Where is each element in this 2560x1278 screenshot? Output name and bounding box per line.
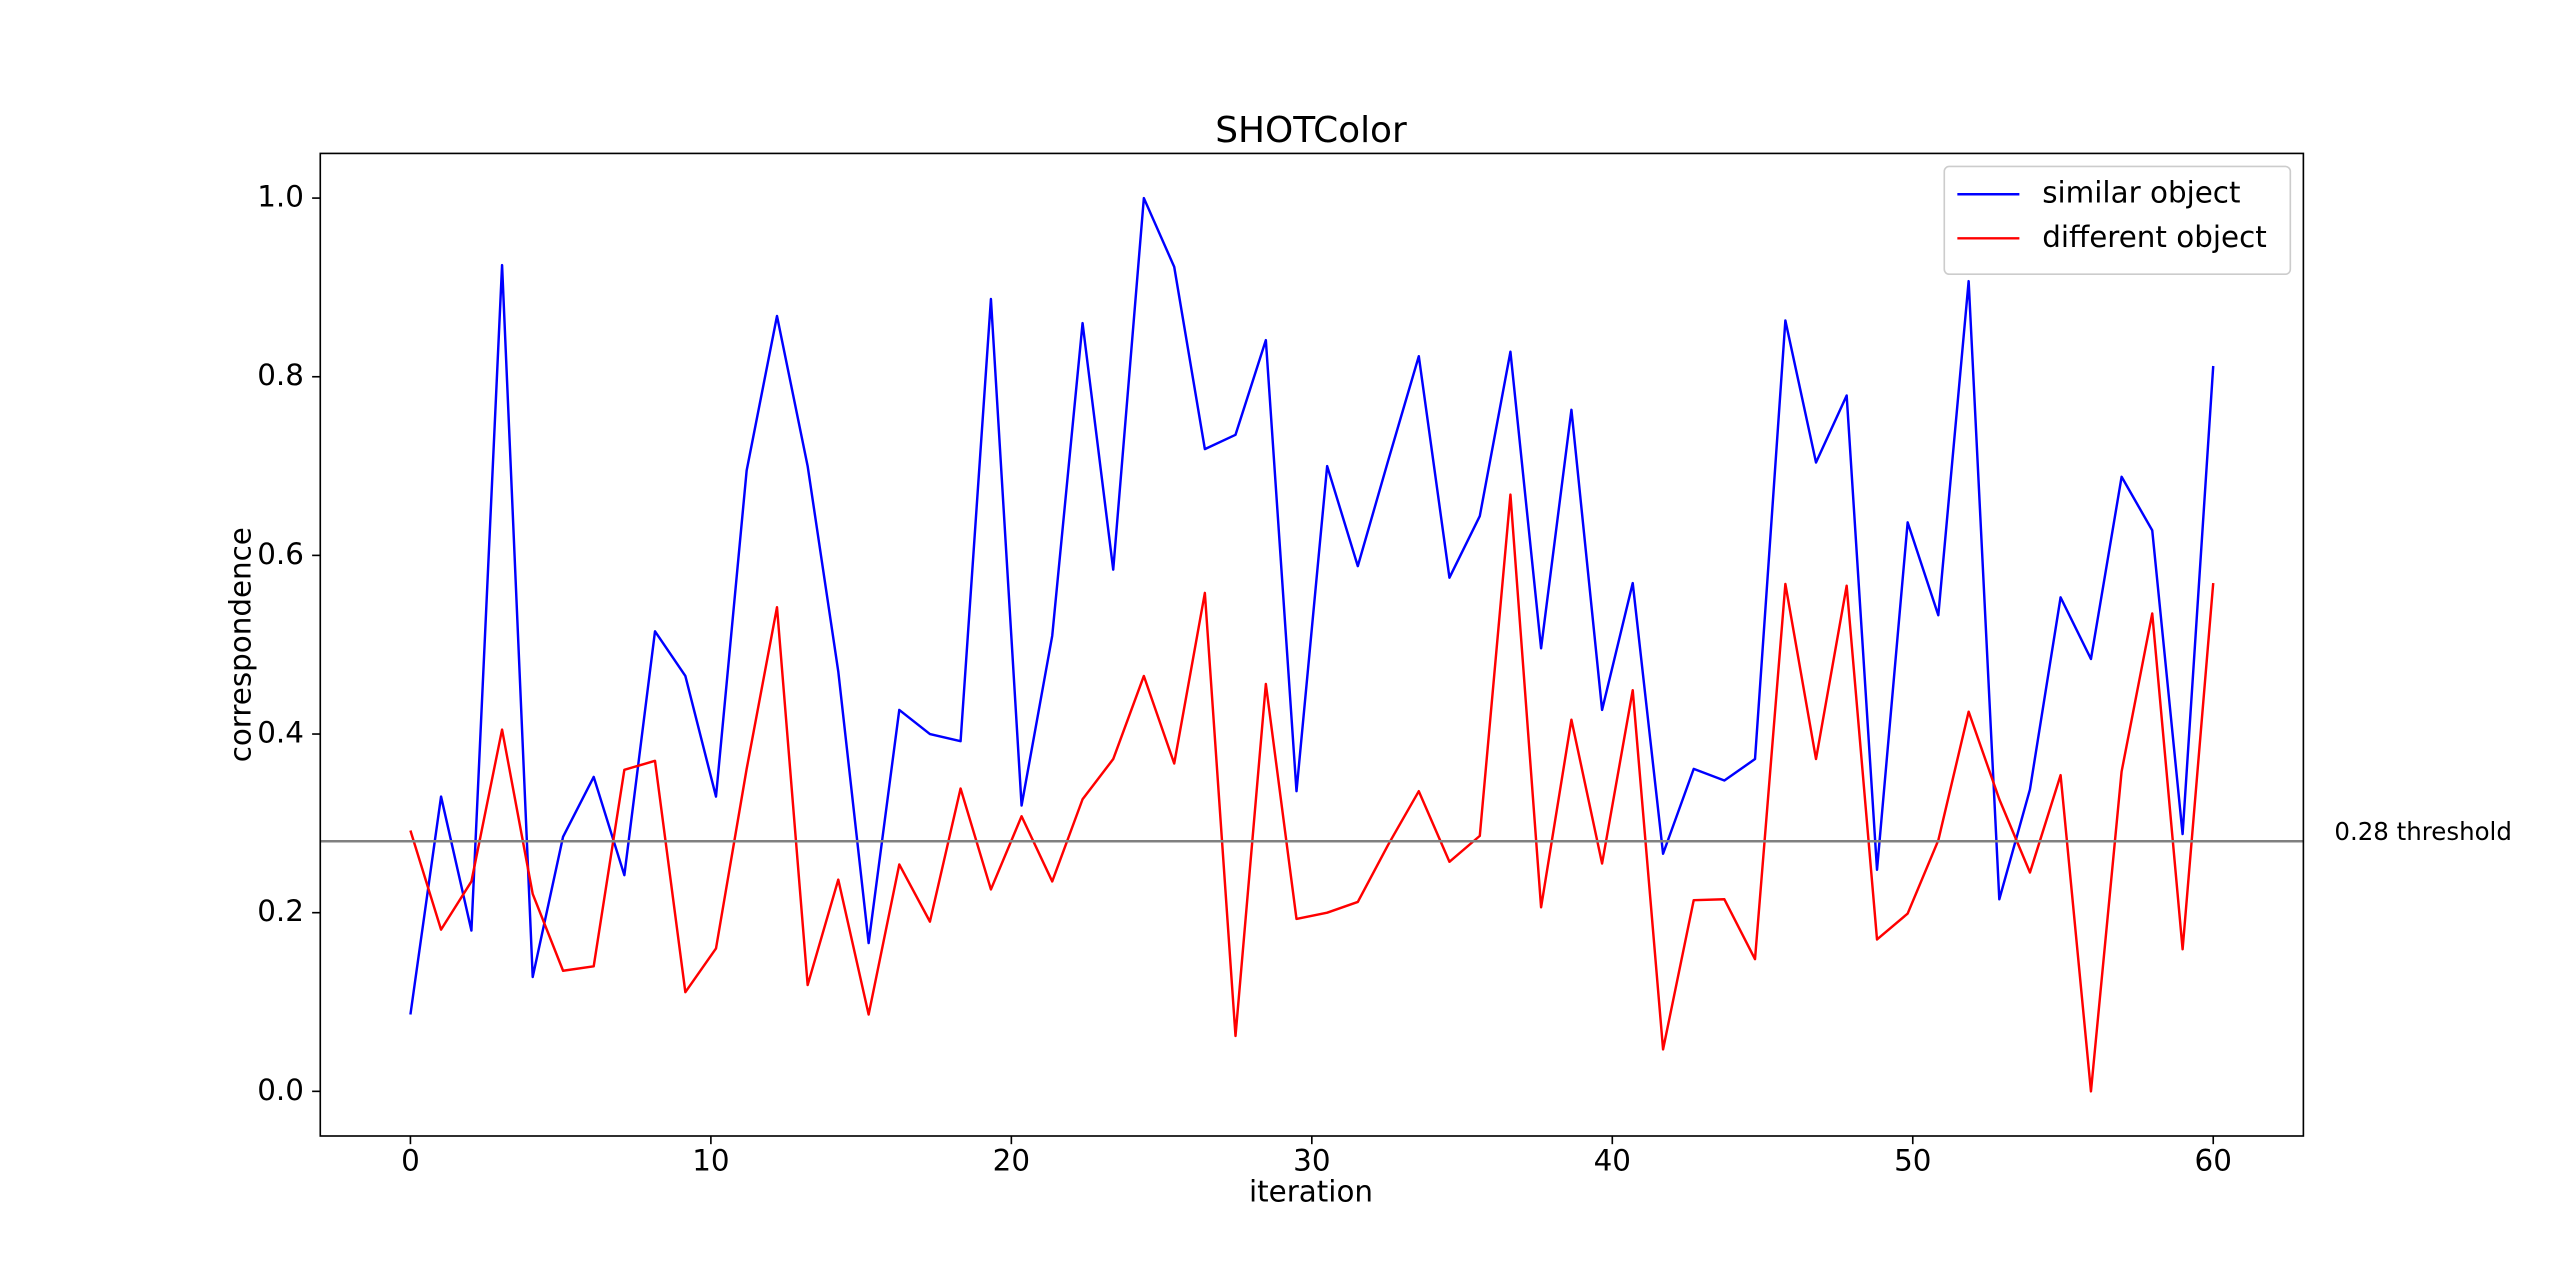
x-tick-label: 0 — [401, 1144, 420, 1178]
data-line — [409, 493, 2215, 1093]
y-tick-label: 0.8 — [257, 358, 304, 392]
legend-label: different object — [2042, 220, 2267, 254]
y-tick-label: 0.2 — [257, 894, 304, 928]
x-tick-label: 20 — [993, 1144, 1030, 1178]
legend-box — [1943, 165, 2292, 276]
plot-frame — [319, 152, 2305, 1137]
legend-label: similar object — [2042, 176, 2240, 210]
threshold-label: 0.28 threshold — [2334, 817, 2512, 846]
y-tick-label: 0.4 — [257, 716, 304, 750]
x-tick-label: 60 — [2195, 1144, 2232, 1178]
x-axis-label: iteration — [1249, 1175, 1373, 1209]
legend: similar object different object — [1943, 165, 2292, 276]
y-axis-label: correspondence — [223, 527, 257, 762]
x-tick-label: 50 — [1894, 1144, 1931, 1178]
x-tick-label: 30 — [1293, 1144, 1330, 1178]
x-tick-label: 10 — [692, 1144, 729, 1178]
data-line — [409, 196, 2215, 1015]
y-tick-label: 1.0 — [257, 180, 304, 214]
y-tick-label: 0.0 — [257, 1073, 304, 1107]
x-tick-label: 40 — [1594, 1144, 1631, 1178]
y-tick-label: 0.6 — [257, 537, 304, 571]
chart-title: SHOTColor — [1215, 110, 1407, 151]
